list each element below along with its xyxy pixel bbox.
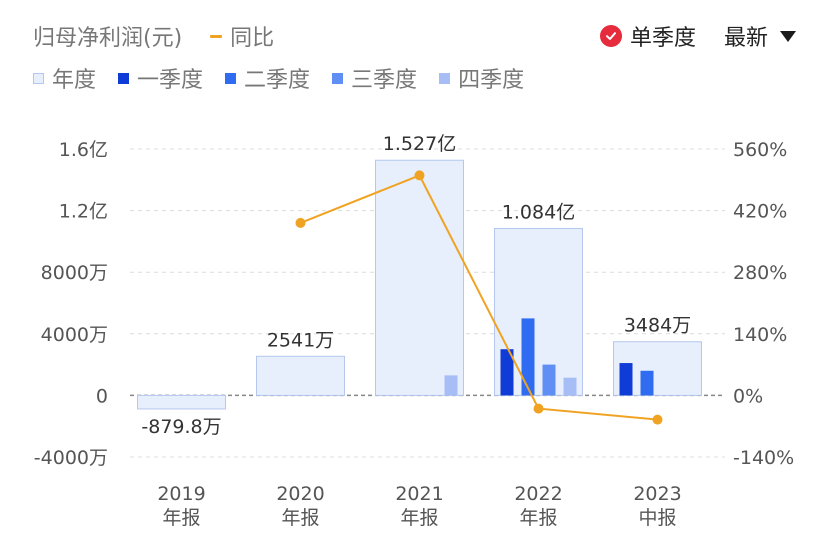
legend-swatch — [439, 72, 451, 84]
quarter-bar — [563, 377, 577, 396]
legend-item[interactable]: 四季度 — [439, 62, 524, 94]
yoy-point — [652, 414, 663, 425]
chart-header-right: 单季度 最新 — [599, 20, 796, 52]
yoy-line — [300, 174, 658, 421]
y-tick-label-left: 1.2亿 — [59, 201, 108, 223]
y-tick-label-left: 4000万 — [41, 324, 108, 346]
legend-item[interactable]: 一季度 — [118, 62, 203, 94]
series-title: 归母净利润(元) — [33, 26, 183, 51]
y-tick-label-right: -140% — [733, 447, 794, 469]
y-tick-label-right: 140% — [733, 324, 787, 346]
annual-value-label: 1.527亿 — [383, 133, 456, 155]
single-quarter-toggle[interactable]: 单季度 — [629, 26, 696, 51]
annual-value-label: -879.8万 — [141, 416, 221, 438]
check-circle-icon[interactable] — [599, 25, 622, 47]
x-tick-year: 2022 — [514, 483, 562, 505]
quarter-bar — [619, 363, 633, 396]
x-tick-year: 2023 — [633, 483, 681, 505]
yoy-point — [533, 403, 544, 414]
y-tick-label-right: 560% — [733, 139, 787, 161]
legend-label: 年度 — [52, 68, 97, 93]
quarter-bar — [521, 318, 535, 396]
y-tick-label-left: 1.6亿 — [59, 139, 108, 161]
legend-item[interactable]: 年度 — [33, 62, 96, 94]
quarter-bar — [444, 375, 458, 396]
legend-swatch — [118, 72, 130, 84]
chart-header-left: 归母净利润(元) 同比 — [33, 20, 274, 52]
x-tick-period: 年报 — [519, 507, 557, 529]
y-tick-label-right: 0% — [733, 385, 763, 407]
legend-swatch — [33, 72, 44, 84]
quarter-bar — [542, 364, 556, 396]
quarter-bar — [500, 349, 514, 396]
x-tick-period: 年报 — [162, 507, 200, 529]
annual-value-label: 3484万 — [624, 315, 691, 337]
triangle-down-icon[interactable] — [780, 30, 796, 42]
x-tick-period: 中报 — [638, 507, 676, 529]
y-tick-label-left: 8000万 — [41, 262, 108, 284]
y-tick-label-right: 280% — [733, 262, 787, 284]
quarter-bar — [640, 370, 654, 396]
yoy-label: 同比 — [230, 26, 275, 51]
legend-label: 一季度 — [137, 68, 204, 93]
legend-swatch — [225, 72, 237, 84]
legend-label: 二季度 — [244, 68, 311, 93]
y-tick-label-right: 420% — [733, 201, 787, 223]
x-tick-period: 年报 — [400, 507, 438, 529]
yoy-point — [414, 170, 425, 181]
y-tick-label-left: 0 — [96, 385, 108, 407]
annual-bar — [137, 394, 226, 410]
x-tick-year: 2020 — [276, 483, 324, 505]
yoy-point — [295, 217, 306, 228]
period-select[interactable]: 最新 — [723, 26, 768, 51]
x-tick-period: 年报 — [281, 507, 319, 529]
legend-item[interactable]: 二季度 — [225, 62, 310, 94]
annual-bar — [375, 159, 464, 396]
x-tick-year: 2021 — [395, 483, 443, 505]
annual-value-label: 2541万 — [267, 329, 334, 351]
legend-label: 四季度 — [458, 68, 525, 93]
y-tick-label-left: -4000万 — [34, 447, 108, 469]
annual-value-label: 1.084亿 — [502, 201, 575, 223]
annual-bar — [256, 355, 345, 396]
legend-swatch — [332, 72, 344, 84]
legend-item[interactable]: 三季度 — [332, 62, 417, 94]
legend: 年度 一季度 二季度 三季度 四季度 — [33, 62, 546, 94]
yoy-line-swatch — [210, 34, 223, 38]
legend-label: 三季度 — [351, 68, 418, 93]
x-tick-year: 2019 — [157, 483, 205, 505]
